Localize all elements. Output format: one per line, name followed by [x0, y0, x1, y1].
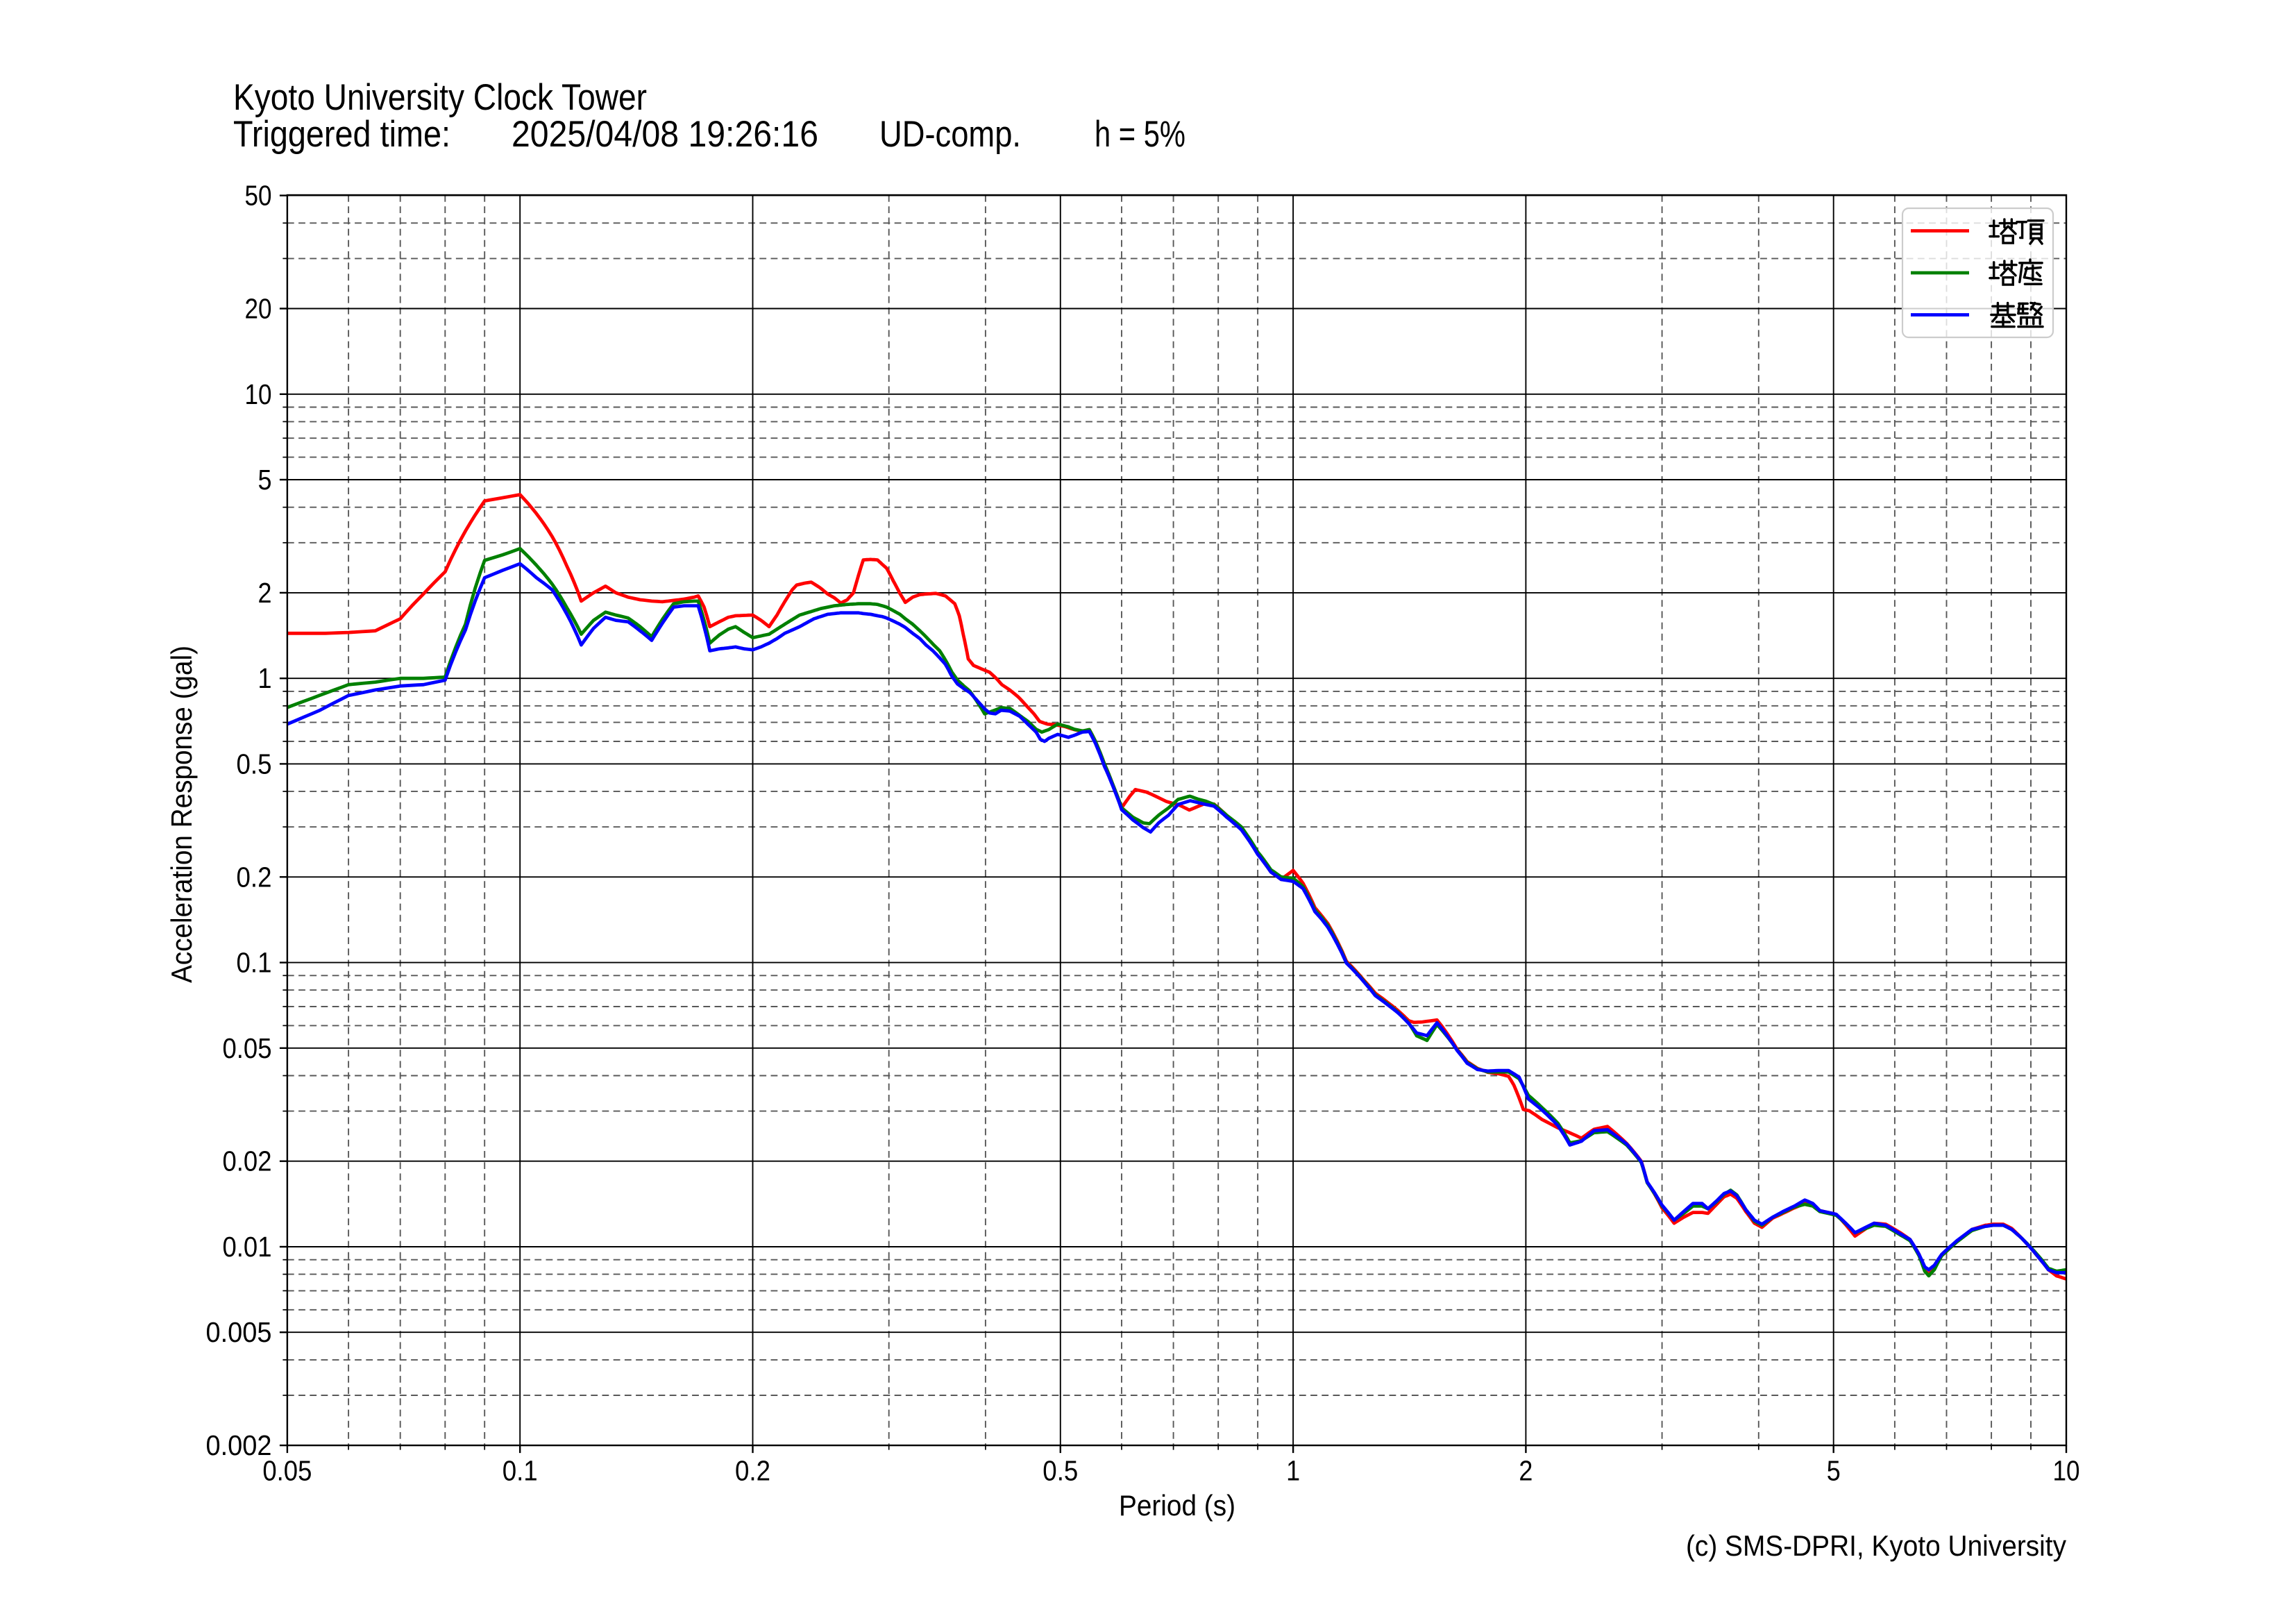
- svg-text:0.005: 0.005: [206, 1316, 272, 1348]
- svg-text:10: 10: [245, 378, 272, 410]
- svg-text:Period (s): Period (s): [1119, 1489, 1235, 1522]
- svg-text:5: 5: [258, 464, 272, 496]
- svg-text:Kyoto University Clock Tower: Kyoto University Clock Tower: [233, 77, 647, 118]
- svg-text:2025/04/08 19:26:16: 2025/04/08 19:26:16: [512, 114, 818, 155]
- svg-text:0.5: 0.5: [237, 748, 272, 780]
- svg-text:0.2: 0.2: [735, 1455, 770, 1487]
- svg-text:0.01: 0.01: [223, 1231, 272, 1263]
- svg-text:Triggered time:: Triggered time:: [233, 114, 450, 155]
- svg-text:1: 1: [258, 662, 272, 694]
- svg-text:0.05: 0.05: [262, 1455, 312, 1487]
- svg-text:2: 2: [258, 577, 272, 609]
- svg-text:0.02: 0.02: [223, 1145, 272, 1177]
- svg-text:0.1: 0.1: [503, 1455, 538, 1487]
- svg-text:2: 2: [1519, 1455, 1533, 1487]
- svg-text:(c) SMS-DPRI, Kyoto University: (c) SMS-DPRI, Kyoto University: [1686, 1529, 2066, 1562]
- svg-text:0.2: 0.2: [237, 861, 272, 893]
- svg-text:h = 5%: h = 5%: [1095, 114, 1185, 155]
- svg-text:0.002: 0.002: [206, 1429, 272, 1461]
- svg-text:0.1: 0.1: [237, 947, 272, 979]
- svg-text:5: 5: [1827, 1455, 1841, 1487]
- svg-text:Acceleration Response (gal): Acceleration Response (gal): [165, 646, 198, 983]
- svg-text:UD-comp.: UD-comp.: [879, 114, 1021, 155]
- svg-text:20: 20: [245, 293, 272, 325]
- svg-text:10: 10: [2053, 1455, 2080, 1487]
- svg-text:1: 1: [1286, 1455, 1300, 1487]
- svg-text:0.05: 0.05: [223, 1032, 272, 1064]
- svg-text:50: 50: [245, 180, 272, 212]
- svg-text:0.5: 0.5: [1043, 1455, 1078, 1487]
